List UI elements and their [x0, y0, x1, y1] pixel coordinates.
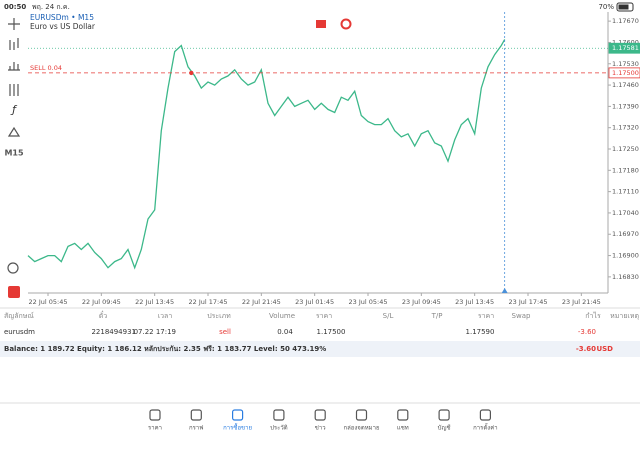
nav-icon[interactable]: [273, 409, 285, 421]
table-cell[interactable]: eurusdm: [4, 328, 35, 336]
battery-icon: [616, 2, 634, 12]
table-cell[interactable]: 07.22 17:19: [134, 328, 176, 336]
chart: 1.17670 1.17600 1.17530 1.17460 1.17390 1.173…: [27, 12, 640, 306]
column-header: T/P: [431, 312, 443, 320]
x-tick-label: 22 Jul 05:45: [29, 298, 68, 306]
signal-icon[interactable]: [340, 18, 352, 30]
table-cell[interactable]: 0.04: [277, 328, 293, 336]
y-tick-label: 1.16970: [612, 230, 639, 238]
nav-label[interactable]: กล่องจดหมาย: [343, 425, 379, 432]
y-tick-label: 1.17390: [612, 102, 639, 110]
level-tag: [608, 42, 640, 54]
nav-icon[interactable]: [314, 409, 326, 421]
chart-subtitle: Euro vs US Dollar: [30, 22, 96, 31]
x-tick-label: 22 Jul 17:45: [189, 298, 228, 306]
y-tick-label: 1.17530: [612, 60, 639, 68]
nav-icon[interactable]: [479, 409, 491, 421]
zoom-tool[interactable]: [7, 262, 19, 274]
level-tag-label: 1.17581: [612, 44, 639, 52]
y-tick-label: 1.17110: [612, 188, 639, 196]
nav-icon[interactable]: [438, 409, 450, 421]
summary-text: Balance: 1 189.72 Equity: 1 186.12 หลักป…: [4, 345, 326, 353]
nav-label[interactable]: การซื้อขาย: [223, 422, 252, 432]
x-tick-label: 23 Jul 05:45: [349, 298, 388, 306]
x-tick-label: 23 Jul 21:45: [562, 298, 601, 306]
table-cell[interactable]: sell: [219, 328, 231, 336]
indicators-tool[interactable]: [8, 62, 20, 71]
column-header: ตั๋ว: [99, 311, 108, 320]
current-bar-marker: [501, 288, 508, 293]
x-tick-label: 23 Jul 13:45: [455, 298, 494, 306]
y-tick-label: 1.17180: [612, 166, 639, 174]
x-tick-label: 22 Jul 13:45: [135, 298, 174, 306]
nav-icon[interactable]: [355, 409, 368, 421]
nav-label[interactable]: ราคา: [148, 425, 162, 432]
nav-label[interactable]: การตั้งค่า: [473, 422, 497, 432]
x-tick-label: 23 Jul 09:45: [402, 298, 441, 306]
y-tick-label: 1.17460: [612, 81, 639, 89]
nav-label[interactable]: ประวัติ: [270, 425, 288, 432]
column-header: กำไร: [585, 311, 601, 320]
table-cell[interactable]: -3.60: [578, 328, 596, 336]
table-cell[interactable]: 2218494931: [91, 328, 136, 336]
battery-text: 70%: [598, 3, 614, 11]
level-tag-label: 1.17500: [612, 69, 639, 77]
column-header: หมายเหตุ: [610, 312, 639, 320]
y-tick-label: 1.17250: [612, 145, 639, 153]
y-tick-label: 1.17670: [612, 17, 639, 25]
column-header: Volume: [269, 312, 295, 320]
summary-profit: -3.60: [576, 345, 596, 353]
summary-bar: [0, 341, 640, 357]
summary-currency: USD: [596, 345, 613, 353]
y-tick-label: 1.17040: [612, 209, 639, 217]
bottom-nav: ราคา กราฟ การซื้อขาย ประวัติ ข่าว กล่องจดหมาย…: [148, 409, 498, 432]
level-label: SELL 0.04: [30, 64, 62, 72]
nav-label[interactable]: แชท: [397, 425, 409, 432]
column-header: ประเภท: [207, 312, 231, 320]
column-header: Swap: [512, 312, 531, 320]
positions-table: สัญลักษณ์ ตั๋ว เวลา ประเภท Volume ราคา S/L T/P ร…: [4, 311, 639, 336]
x-tick-label: 22 Jul 21:45: [242, 298, 281, 306]
nav-label[interactable]: ข่าว: [315, 425, 326, 432]
nav-icon[interactable]: [190, 409, 202, 421]
function-tool[interactable]: ƒ: [10, 103, 18, 116]
nav-label[interactable]: กราฟ: [189, 425, 203, 432]
y-tick-label: 1.17320: [612, 124, 639, 132]
nav-icon[interactable]: [397, 409, 409, 421]
table-cell[interactable]: 1.17590: [466, 328, 495, 336]
chart-title: EURUSDm • M15: [30, 13, 94, 22]
y-tick-label: 1.16830: [612, 273, 639, 281]
x-tick-label: 23 Jul 17:45: [509, 298, 548, 306]
settings-tool[interactable]: [9, 84, 19, 96]
trade-tool[interactable]: [8, 286, 20, 298]
column-header: เวลา: [158, 312, 173, 320]
nav-icon[interactable]: [149, 409, 161, 421]
column-header: ราคา: [316, 312, 332, 320]
timeframe[interactable]: M15: [4, 149, 24, 158]
crosshair-tool[interactable]: [8, 18, 20, 30]
battery-level: [618, 4, 629, 10]
chart-type-tool[interactable]: [9, 38, 19, 50]
nav-label[interactable]: บัญชี: [438, 424, 451, 432]
status-time: 00:50: [4, 3, 26, 11]
column-header: ราคา: [478, 312, 494, 320]
y-tick-label: 1.17600: [612, 38, 639, 46]
column-header: S/L: [383, 312, 394, 320]
table-cell[interactable]: 1.17500: [317, 328, 346, 336]
nav-icon[interactable]: [232, 409, 244, 421]
x-tick-label: 23 Jul 01:45: [295, 298, 334, 306]
entry-marker: [189, 70, 194, 76]
column-header: สัญลักษณ์: [4, 312, 34, 320]
sidebar: ƒ M15: [4, 18, 24, 298]
one-click-icon[interactable]: [316, 20, 326, 28]
status-date: พฤ. 24 ก.ค.: [32, 3, 70, 11]
price-line: [27, 39, 506, 270]
objects-tool[interactable]: [7, 126, 21, 137]
x-tick-label: 22 Jul 09:45: [82, 298, 121, 306]
y-tick-label: 1.16900: [612, 252, 639, 260]
level-tag: [608, 67, 640, 79]
